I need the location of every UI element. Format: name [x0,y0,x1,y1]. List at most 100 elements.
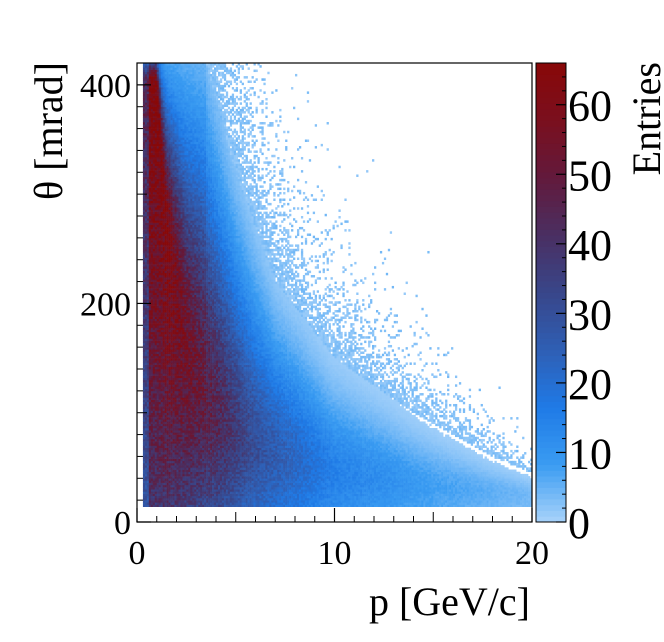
heatmap-cell [182,393,184,395]
heatmap-cell [177,312,179,314]
heatmap-cell [169,441,171,443]
heatmap-cell [178,362,180,364]
heatmap-cell [177,323,179,325]
heatmap-cell [145,238,147,240]
heatmap-cell [188,170,190,172]
heatmap-cell [151,282,153,284]
heatmap-cell [165,306,167,308]
heatmap-cell [163,124,165,126]
heatmap-cell [171,174,173,176]
heatmap-cell [190,306,192,308]
heatmap-cell [149,376,151,378]
heatmap-cell [173,133,175,135]
heatmap-cell [177,421,179,423]
heatmap-cell [155,190,157,192]
heatmap-cell [155,467,157,469]
heatmap-cell [175,273,177,275]
heatmap-cell [157,415,159,417]
heatmap-cell [147,378,149,380]
heatmap-cell [145,317,147,319]
heatmap-cell [159,297,161,299]
heatmap-cell [161,102,163,104]
heatmap-cell [188,505,190,507]
heatmap-cell [157,413,159,415]
heatmap-cell [163,120,165,122]
heatmap-cell [153,205,155,207]
heatmap-cell [188,404,190,406]
heatmap-cell [169,314,171,316]
heatmap-cell [155,303,157,305]
heatmap-cell [169,341,171,343]
heatmap-cell [147,432,149,434]
heatmap-cell [175,295,177,297]
heatmap-cell [177,74,179,76]
heatmap-cell [145,474,147,476]
heatmap-cell [173,225,175,227]
heatmap-cell [165,397,167,399]
heatmap-cell [145,467,147,469]
heatmap-cell [178,133,180,135]
heatmap-cell [159,109,161,111]
heatmap-cell [184,461,186,463]
heatmap-cell [184,378,186,380]
heatmap-cell [180,188,182,190]
heatmap-cell [145,146,147,148]
heatmap-cell [171,360,173,362]
heatmap-cell [178,148,180,150]
heatmap-cell [147,67,149,69]
heatmap-cell [169,362,171,364]
heatmap-cell [157,489,159,491]
heatmap-cell [149,183,151,185]
heatmap-cell [155,76,157,78]
heatmap-cell [178,301,180,303]
heatmap-cell [167,207,169,209]
heatmap-cell [190,487,192,489]
heatmap-cell [171,308,173,310]
heatmap-cell [167,478,169,480]
heatmap-cell [182,135,184,137]
heatmap-cell [163,489,165,491]
heatmap-cell [171,430,173,432]
heatmap-cell [167,72,169,74]
heatmap-cell [151,150,153,152]
heatmap-cell [171,279,173,281]
heatmap-cell [149,402,151,404]
heatmap-cell [184,275,186,277]
heatmap-cell [178,454,180,456]
heatmap-cell [178,279,180,281]
heatmap-cell [153,334,155,336]
heatmap-cell [157,494,159,496]
heatmap-cell [186,386,188,388]
heatmap-cell [180,382,182,384]
heatmap-cell [151,225,153,227]
heatmap-cell [175,467,177,469]
heatmap-cell [171,225,173,227]
heatmap-cell [163,459,165,461]
heatmap-cell [153,336,155,338]
heatmap-cell [188,284,190,286]
heatmap-cell [155,491,157,493]
heatmap-cell [145,472,147,474]
heatmap-cell [175,166,177,168]
heatmap-cell [145,491,147,493]
heatmap-cell [186,382,188,384]
heatmap-cell [178,249,180,251]
heatmap-cell [188,238,190,240]
heatmap-cell [159,67,161,69]
heatmap-cell [175,118,177,120]
heatmap-cell [178,376,180,378]
heatmap-cell [147,76,149,78]
heatmap-cell [180,249,182,251]
heatmap-cell [143,214,145,216]
heatmap-cell [145,325,147,327]
heatmap-cell [155,109,157,111]
heatmap-cell [184,472,186,474]
heatmap-cell [169,367,171,369]
heatmap-cell [167,157,169,159]
heatmap-cell [163,168,165,170]
heatmap-cell [167,371,169,373]
heatmap-cell [161,341,163,343]
heatmap-cell [155,327,157,329]
heatmap-cell [157,376,159,378]
heatmap-cell [151,229,153,231]
